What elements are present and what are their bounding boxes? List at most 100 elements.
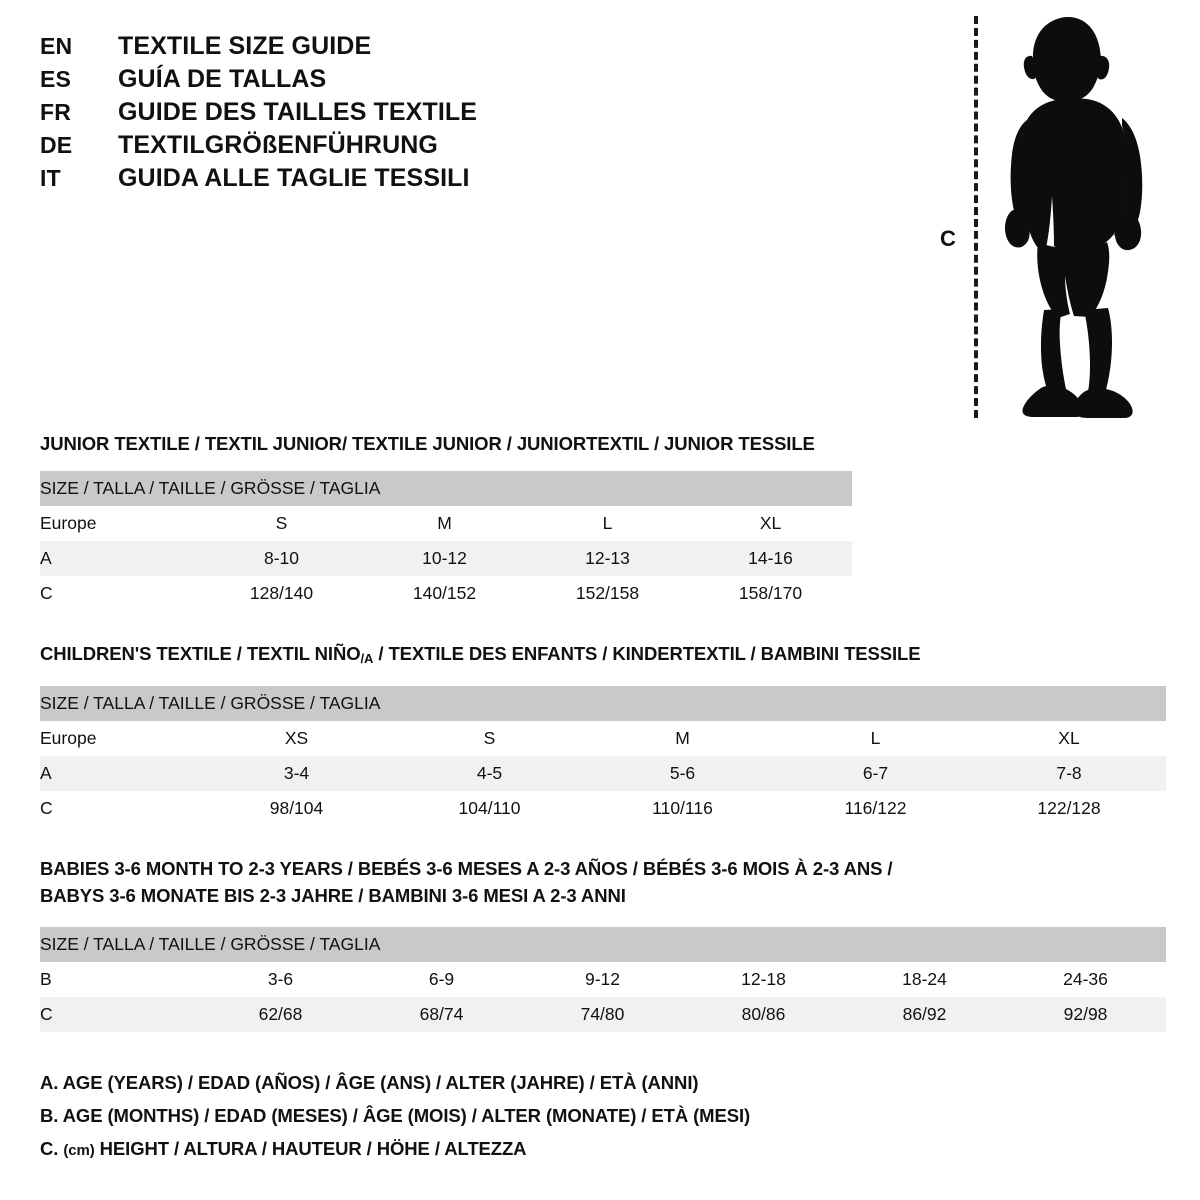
children-size-l: L — [779, 720, 972, 756]
children-size-table: SIZE / TALLA / TAILLE / GRÖSSE / TAGLIA … — [40, 685, 1167, 826]
junior-row-a-s: 8-10 — [200, 541, 363, 576]
children-title-pre: CHILDREN'S TEXTILE / TEXTIL NIÑO — [40, 643, 361, 664]
junior-size-table: SIZE / TALLA / TAILLE / GRÖSSE / TAGLIA … — [40, 471, 853, 611]
language-row-en: EN TEXTILE SIZE GUIDE — [40, 32, 800, 65]
junior-row-c-s: 128/140 — [200, 576, 363, 611]
babies-row-c-c2: 68/74 — [361, 997, 522, 1032]
table-row: C 98/104 104/110 110/116 116/122 122/128 — [40, 790, 1167, 826]
children-row-c-l: 116/122 — [779, 790, 972, 826]
legend-line-a: A. AGE (YEARS) / EDAD (AÑOS) / ÂGE (ANS)… — [40, 1072, 699, 1093]
language-title-en: TEXTILE SIZE GUIDE — [118, 32, 372, 60]
babies-row-b-label: B — [40, 962, 200, 997]
legend-c-text: HEIGHT / ALTURA / HAUTEUR / HÖHE / ALTEZ… — [94, 1138, 527, 1159]
babies-row-c-c6: 92/98 — [1005, 997, 1167, 1032]
children-row-c-xs: 98/104 — [200, 790, 393, 826]
legend-c-prefix: C. — [40, 1138, 64, 1159]
language-row-de: DE TEXTILGRÖßENFÜHRUNG — [40, 131, 800, 164]
babies-row-c-c1: 62/68 — [200, 997, 361, 1032]
language-header-block: EN TEXTILE SIZE GUIDE ES GUÍA DE TALLAS … — [40, 32, 800, 197]
height-measurement-figure: C — [912, 8, 1162, 423]
children-size-xs: XS — [200, 720, 393, 756]
children-row-a-xl: 7-8 — [972, 755, 1167, 791]
babies-textile-section: BABIES 3-6 MONTH TO 2-3 YEARS / BEBÉS 3-… — [40, 855, 1167, 1032]
children-size-xl: XL — [972, 720, 1167, 756]
children-row-a-s: 4-5 — [393, 755, 586, 791]
junior-section-title: JUNIOR TEXTILE / TEXTIL JUNIOR/ TEXTILE … — [40, 433, 815, 454]
junior-header-row: Europe S M L XL — [40, 506, 853, 541]
junior-row-a-m: 10-12 — [363, 541, 526, 576]
table-row: C 62/68 68/74 74/80 80/86 86/92 92/98 — [40, 997, 1167, 1032]
language-title-it: GUIDA ALLE TAGLIE TESSILI — [118, 164, 470, 192]
language-row-it: IT GUIDA ALLE TAGLIE TESSILI — [40, 164, 800, 197]
junior-size-xl: XL — [689, 506, 853, 541]
children-textile-section: CHILDREN'S TEXTILE / TEXTIL NIÑO/A / TEX… — [40, 640, 1167, 826]
junior-size-bar-row: SIZE / TALLA / TAILLE / GRÖSSE / TAGLIA — [40, 471, 853, 506]
babies-row-c-c4: 80/86 — [683, 997, 844, 1032]
children-size-m: M — [586, 720, 779, 756]
language-title-es: GUÍA DE TALLAS — [118, 65, 327, 93]
junior-size-bar-label: SIZE / TALLA / TAILLE / GRÖSSE / TAGLIA — [40, 471, 853, 506]
toddler-silhouette-icon — [1005, 16, 1143, 418]
junior-row-c-xl: 158/170 — [689, 576, 853, 611]
language-title-fr: GUIDE DES TAILLES TEXTILE — [118, 98, 478, 126]
junior-size-m: M — [363, 506, 526, 541]
height-dashed-line-icon — [974, 16, 978, 418]
language-code-es: ES — [40, 66, 72, 92]
junior-region-label: Europe — [40, 506, 200, 541]
junior-row-a-xl: 14-16 — [689, 541, 853, 576]
babies-row-c-c5: 86/92 — [844, 997, 1005, 1032]
table-row: A 3-4 4-5 5-6 6-7 7-8 — [40, 755, 1167, 791]
children-row-c-xl: 122/128 — [972, 790, 1167, 826]
height-measure-label: C — [940, 226, 956, 251]
legend-line-b: B. AGE (MONTHS) / EDAD (MESES) / ÂGE (MO… — [40, 1105, 751, 1126]
babies-size-bar-row: SIZE / TALLA / TAILLE / GRÖSSE / TAGLIA — [40, 927, 1167, 962]
junior-row-c-l: 152/158 — [526, 576, 689, 611]
children-row-c-s: 104/110 — [393, 790, 586, 826]
language-title-de: TEXTILGRÖßENFÜHRUNG — [118, 131, 438, 159]
language-code-en: EN — [40, 33, 73, 59]
children-title-sub: /A — [360, 650, 374, 666]
babies-section-title-line2: BABYS 3-6 MONATE BIS 2-3 JAHRE / BAMBINI… — [40, 885, 626, 906]
children-row-c-label: C — [40, 790, 200, 826]
children-row-a-l: 6-7 — [779, 755, 972, 791]
children-region-label: Europe — [40, 720, 200, 756]
junior-row-c-label: C — [40, 576, 200, 611]
babies-row-c-label: C — [40, 997, 200, 1032]
junior-row-c-m: 140/152 — [363, 576, 526, 611]
children-header-row: Europe XS S M L XL — [40, 720, 1167, 756]
children-row-c-m: 110/116 — [586, 790, 779, 826]
legend-c-unit: (cm) — [63, 1142, 95, 1159]
junior-size-l: L — [526, 506, 689, 541]
children-row-a-xs: 3-4 — [200, 755, 393, 791]
table-row: C 128/140 140/152 152/158 158/170 — [40, 576, 853, 611]
babies-row-b-c6: 24-36 — [1005, 962, 1167, 997]
children-row-a-m: 5-6 — [586, 755, 779, 791]
babies-section-title-line1: BABIES 3-6 MONTH TO 2-3 YEARS / BEBÉS 3-… — [40, 858, 893, 879]
table-row: B 3-6 6-9 9-12 12-18 18-24 24-36 — [40, 962, 1167, 997]
children-size-bar-row: SIZE / TALLA / TAILLE / GRÖSSE / TAGLIA — [40, 685, 1167, 721]
children-size-bar-label: SIZE / TALLA / TAILLE / GRÖSSE / TAGLIA — [40, 685, 1167, 721]
babies-row-b-c5: 18-24 — [844, 962, 1005, 997]
babies-row-b-c3: 9-12 — [522, 962, 683, 997]
babies-row-c-c3: 74/80 — [522, 997, 683, 1032]
language-code-de: DE — [40, 132, 73, 158]
children-title-post: / TEXTILE DES ENFANTS / KINDERTEXTIL / B… — [373, 643, 921, 664]
junior-textile-section: JUNIOR TEXTILE / TEXTIL JUNIOR/ TEXTILE … — [40, 430, 853, 611]
babies-size-table: SIZE / TALLA / TAILLE / GRÖSSE / TAGLIA … — [40, 927, 1167, 1032]
language-row-fr: FR GUIDE DES TAILLES TEXTILE — [40, 98, 800, 131]
children-row-a-label: A — [40, 755, 200, 791]
babies-row-b-c2: 6-9 — [361, 962, 522, 997]
children-size-s: S — [393, 720, 586, 756]
junior-row-a-label: A — [40, 541, 200, 576]
legend-block: A. AGE (YEARS) / EDAD (AÑOS) / ÂGE (ANS)… — [40, 1066, 1040, 1167]
language-code-fr: FR — [40, 99, 72, 125]
junior-row-a-l: 12-13 — [526, 541, 689, 576]
babies-size-bar-label: SIZE / TALLA / TAILLE / GRÖSSE / TAGLIA — [40, 927, 1167, 962]
language-row-es: ES GUÍA DE TALLAS — [40, 65, 800, 98]
junior-size-s: S — [200, 506, 363, 541]
babies-row-b-c4: 12-18 — [683, 962, 844, 997]
babies-row-b-c1: 3-6 — [200, 962, 361, 997]
table-row: A 8-10 10-12 12-13 14-16 — [40, 541, 853, 576]
legend-line-c: C. (cm) HEIGHT / ALTURA / HAUTEUR / HÖHE… — [40, 1132, 1040, 1167]
language-code-it: IT — [40, 165, 61, 191]
